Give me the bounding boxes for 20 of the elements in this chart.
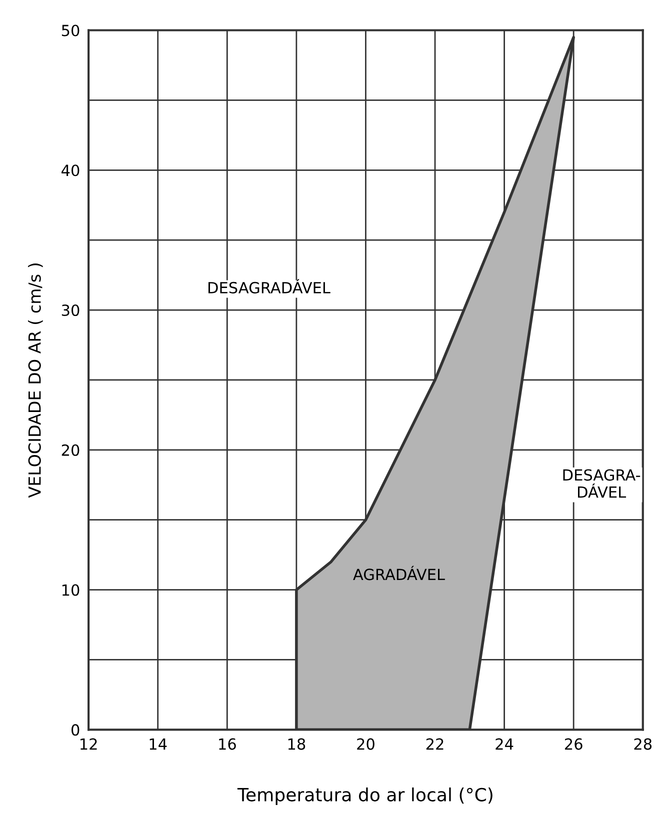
y-tick-label: 10 [62, 584, 80, 596]
annotation: DESAGRADÁVEL [208, 279, 330, 294]
y-axis-title: VELOCIDADE DO AR ( cm/s ) [28, 264, 43, 498]
x-tick-label: 12 [80, 738, 97, 750]
y-tick-label: 50 [62, 24, 80, 36]
y-tick-label: 0 [72, 724, 80, 736]
x-tick-label: 22 [426, 738, 444, 750]
x-tick-label: 24 [496, 738, 514, 750]
annotation: AGRADÁVEL [353, 566, 445, 580]
x-tick-label: 18 [288, 738, 306, 750]
y-tick-label: 40 [62, 164, 80, 176]
x-tick-label: 20 [357, 738, 374, 750]
annotation: DESAGRA- DÁVEL [563, 469, 640, 498]
x-axis-title: Temperatura do ar local (°C) [237, 787, 492, 805]
y-tick-label: 30 [62, 304, 80, 316]
x-tick-label: 28 [634, 738, 652, 750]
x-tick-label: 16 [219, 738, 236, 750]
x-tick-label: 14 [150, 738, 167, 750]
x-tick-label: 26 [564, 738, 582, 750]
y-tick-label: 20 [62, 444, 80, 456]
